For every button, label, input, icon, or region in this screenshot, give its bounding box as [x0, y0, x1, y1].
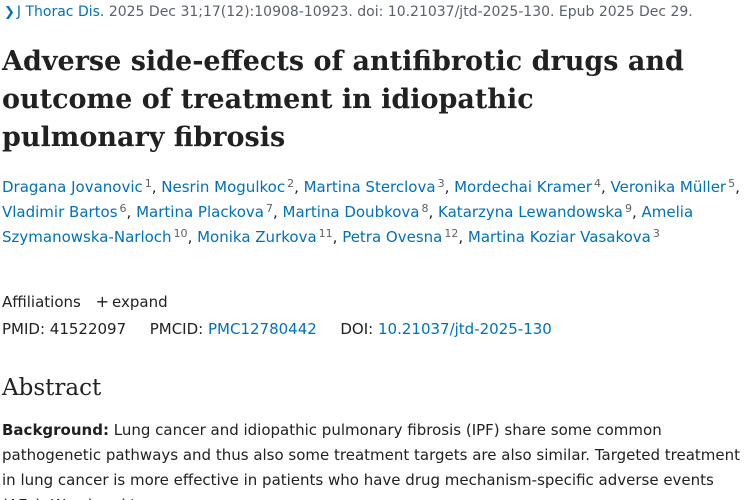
author-affiliation-number[interactable]: 2 — [287, 177, 295, 190]
author-item: Monika Zurkova 11 — [197, 228, 333, 246]
author-item: Martina Doubkova 8 — [283, 203, 429, 221]
identifiers-row: PMID: 41522097 PMCID: PMC12780442 DOI: 1… — [2, 320, 552, 338]
author-affiliation-number[interactable]: 3 — [652, 227, 660, 240]
chevron-right-icon[interactable]: ❯ — [4, 5, 15, 20]
background-text: Lung cancer and idiopathic pulmonary fib… — [2, 421, 741, 500]
author-link[interactable]: Martina Plackova — [136, 203, 264, 221]
affiliations-expand-button[interactable]: + expand — [95, 292, 168, 311]
author-affiliation-number[interactable]: 7 — [265, 202, 273, 215]
author-item: Veronika Müller 5 — [611, 178, 736, 196]
abstract-heading: Abstract — [2, 375, 102, 401]
author-link[interactable]: Martina Koziar Vasakova — [467, 228, 651, 246]
citation-line: ❯ J Thorac Dis. 2025 Dec 31;17(12):10908-… — [4, 4, 693, 20]
author-list: Dragana Jovanovic 1, Nesrin Mogulkoc 2, Ma… — [2, 177, 740, 246]
pmid-value: 41522097 — [49, 320, 127, 338]
article-title: Adverse side-effects of antifibrotic dru… — [2, 46, 684, 153]
author-affiliation-number[interactable]: 3 — [437, 177, 445, 190]
author-item: Mordechai Kramer 4 — [454, 178, 601, 196]
author-affiliation-number[interactable]: 6 — [119, 202, 127, 215]
author-link[interactable]: Martina Doubkova — [282, 203, 420, 221]
author-affiliation-number[interactable]: 12 — [444, 227, 459, 240]
pmcid-link[interactable]: PMC12780442 — [208, 320, 317, 338]
author-affiliation-number[interactable]: 4 — [593, 177, 601, 190]
author-link[interactable]: Katarzyna Lewandowska — [438, 203, 623, 221]
background-label: Background: — [2, 421, 109, 439]
author-affiliation-number[interactable]: 9 — [624, 202, 632, 215]
author-link[interactable]: Monika Zurkova — [197, 228, 317, 246]
author-link[interactable]: Amelia Szymanowska-Narloch — [2, 203, 694, 246]
author-affiliation-number[interactable]: 1 — [144, 177, 152, 190]
author-item: Amelia Szymanowska-Narloch 10 — [2, 203, 693, 246]
author-item: Vladimir Bartos 6 — [2, 203, 127, 221]
doi-link[interactable]: 10.21037/jtd-2025-130 — [378, 320, 552, 338]
author-item: Martina Plackova 7 — [136, 203, 273, 221]
doi-label: DOI: — [340, 320, 374, 338]
expand-label: expand — [112, 293, 168, 311]
author-item: Dragana Jovanovic 1 — [2, 178, 152, 196]
author-item: Nesrin Mogulkoc 2 — [161, 178, 294, 196]
affiliations-row: Affiliations + expand — [2, 292, 168, 311]
author-affiliation-number[interactable]: 10 — [173, 227, 188, 240]
author-link[interactable]: Mordechai Kramer — [454, 178, 592, 196]
author-item: Katarzyna Lewandowska 9 — [438, 203, 632, 221]
author-link[interactable]: Nesrin Mogulkoc — [161, 178, 286, 196]
author-affiliation-number[interactable]: 5 — [728, 177, 736, 190]
author-link[interactable]: Vladimir Bartos — [2, 203, 118, 221]
author-affiliation-number[interactable]: 8 — [421, 202, 429, 215]
author-item: Martina Koziar Vasakova 3 — [468, 228, 660, 246]
author-item: Martina Sterclova 3 — [304, 178, 445, 196]
plus-icon: + — [95, 292, 110, 311]
author-link[interactable]: Martina Sterclova — [303, 178, 436, 196]
abstract-background: Background: Lung cancer and idiopathic p… — [2, 418, 747, 500]
author-link[interactable]: Dragana Jovanovic — [2, 178, 143, 196]
author-item: Petra Ovesna 12 — [342, 228, 458, 246]
author-link[interactable]: Veronika Müller — [610, 178, 727, 196]
journal-link[interactable]: J Thorac Dis. — [16, 4, 105, 20]
pmid-label: PMID: — [2, 320, 46, 338]
author-link[interactable]: Petra Ovesna — [342, 228, 443, 246]
affiliations-label: Affiliations — [2, 293, 81, 311]
author-affiliation-number[interactable]: 11 — [318, 227, 333, 240]
pmcid-label: PMCID: — [149, 320, 204, 338]
citation-details: 2025 Dec 31;17(12):10908-10923. doi: 10.… — [108, 4, 693, 20]
